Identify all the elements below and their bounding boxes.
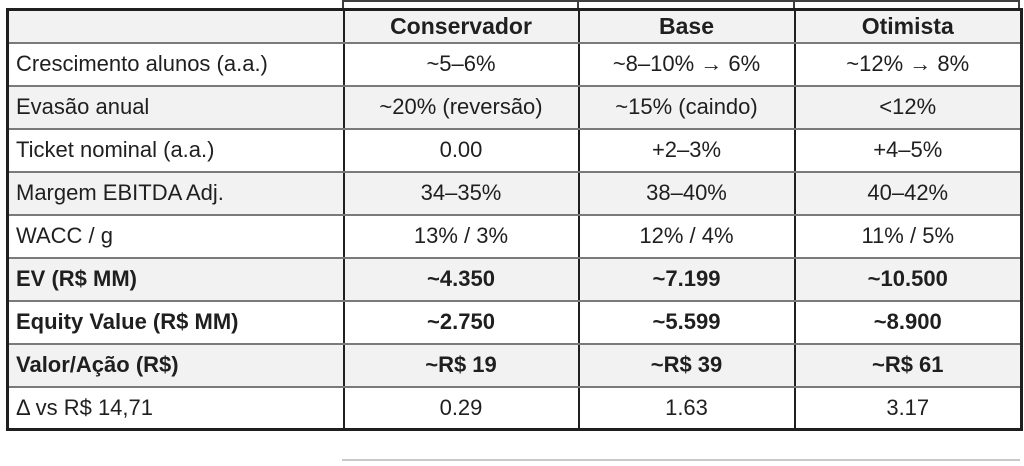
cropped-row-above-line: [342, 0, 1020, 2]
cell-base: +2–3%: [577, 127, 796, 173]
cropped-row-below-line: [342, 459, 1020, 461]
cell-otimista: ~8.900: [793, 299, 1023, 345]
cropped-column-stub: [577, 0, 579, 9]
header-empty-cell: [6, 8, 345, 44]
row-label: Equity Value (R$ MM): [6, 299, 345, 345]
row-label: Crescimento alunos (a.a.): [6, 41, 345, 87]
cell-conservador: ~5–6%: [342, 41, 580, 87]
cell-conservador: 13% / 3%: [342, 213, 580, 259]
header-row: Conservador Base Otimista: [6, 8, 1023, 44]
cropped-column-stub: [1018, 0, 1020, 9]
cell-conservador: ~2.750: [342, 299, 580, 345]
cropped-column-stub: [793, 0, 795, 9]
cell-otimista: ~12% → 8%: [793, 41, 1023, 87]
header-base: Base: [577, 8, 796, 44]
cell-conservador: 0.00: [342, 127, 580, 173]
cell-conservador: 34–35%: [342, 170, 580, 216]
cell-otimista: ~10.500: [793, 256, 1023, 302]
valuation-scenario-table: Conservador Base Otimista Crescimento al…: [6, 8, 1023, 431]
cell-otimista: +4–5%: [793, 127, 1023, 173]
row-delta-vs-price: Δ vs R$ 14,71 0.29 1.63 3.17: [6, 385, 1023, 431]
row-label: EV (R$ MM): [6, 256, 345, 302]
row-label: WACC / g: [6, 213, 345, 259]
cell-base: 1.63: [577, 385, 796, 431]
row-wacc-g: WACC / g 13% / 3% 12% / 4% 11% / 5%: [6, 213, 1023, 259]
row-evasao-anual: Evasão anual ~20% (reversão) ~15% (caind…: [6, 84, 1023, 130]
row-crescimento-alunos: Crescimento alunos (a.a.) ~5–6% ~8–10% →…: [6, 41, 1023, 87]
cell-base: ~8–10% → 6%: [577, 41, 796, 87]
row-label: Margem EBITDA Adj.: [6, 170, 345, 216]
header-otimista: Otimista: [793, 8, 1023, 44]
cell-conservador: ~4.350: [342, 256, 580, 302]
row-ev: EV (R$ MM) ~4.350 ~7.199 ~10.500: [6, 256, 1023, 302]
cell-conservador: ~R$ 19: [342, 342, 580, 388]
cell-otimista: 40–42%: [793, 170, 1023, 216]
cell-otimista: 11% / 5%: [793, 213, 1023, 259]
row-label: Δ vs R$ 14,71: [6, 385, 345, 431]
cell-base: 38–40%: [577, 170, 796, 216]
cell-base: 12% / 4%: [577, 213, 796, 259]
cell-otimista: 3.17: [793, 385, 1023, 431]
row-label: Evasão anual: [6, 84, 345, 130]
cell-conservador: 0.29: [342, 385, 580, 431]
row-label: Ticket nominal (a.a.): [6, 127, 345, 173]
cell-otimista: <12%: [793, 84, 1023, 130]
row-valor-acao: Valor/Ação (R$) ~R$ 19 ~R$ 39 ~R$ 61: [6, 342, 1023, 388]
row-equity-value: Equity Value (R$ MM) ~2.750 ~5.599 ~8.90…: [6, 299, 1023, 345]
cell-conservador: ~20% (reversão): [342, 84, 580, 130]
cell-base: ~5.599: [577, 299, 796, 345]
cell-base: ~R$ 39: [577, 342, 796, 388]
row-ticket-nominal: Ticket nominal (a.a.) 0.00 +2–3% +4–5%: [6, 127, 1023, 173]
header-conservador: Conservador: [342, 8, 580, 44]
row-margem-ebitda: Margem EBITDA Adj. 34–35% 38–40% 40–42%: [6, 170, 1023, 216]
cropped-column-stub: [342, 0, 344, 9]
cell-otimista: ~R$ 61: [793, 342, 1023, 388]
row-label: Valor/Ação (R$): [6, 342, 345, 388]
cell-base: ~7.199: [577, 256, 796, 302]
cell-base: ~15% (caindo): [577, 84, 796, 130]
